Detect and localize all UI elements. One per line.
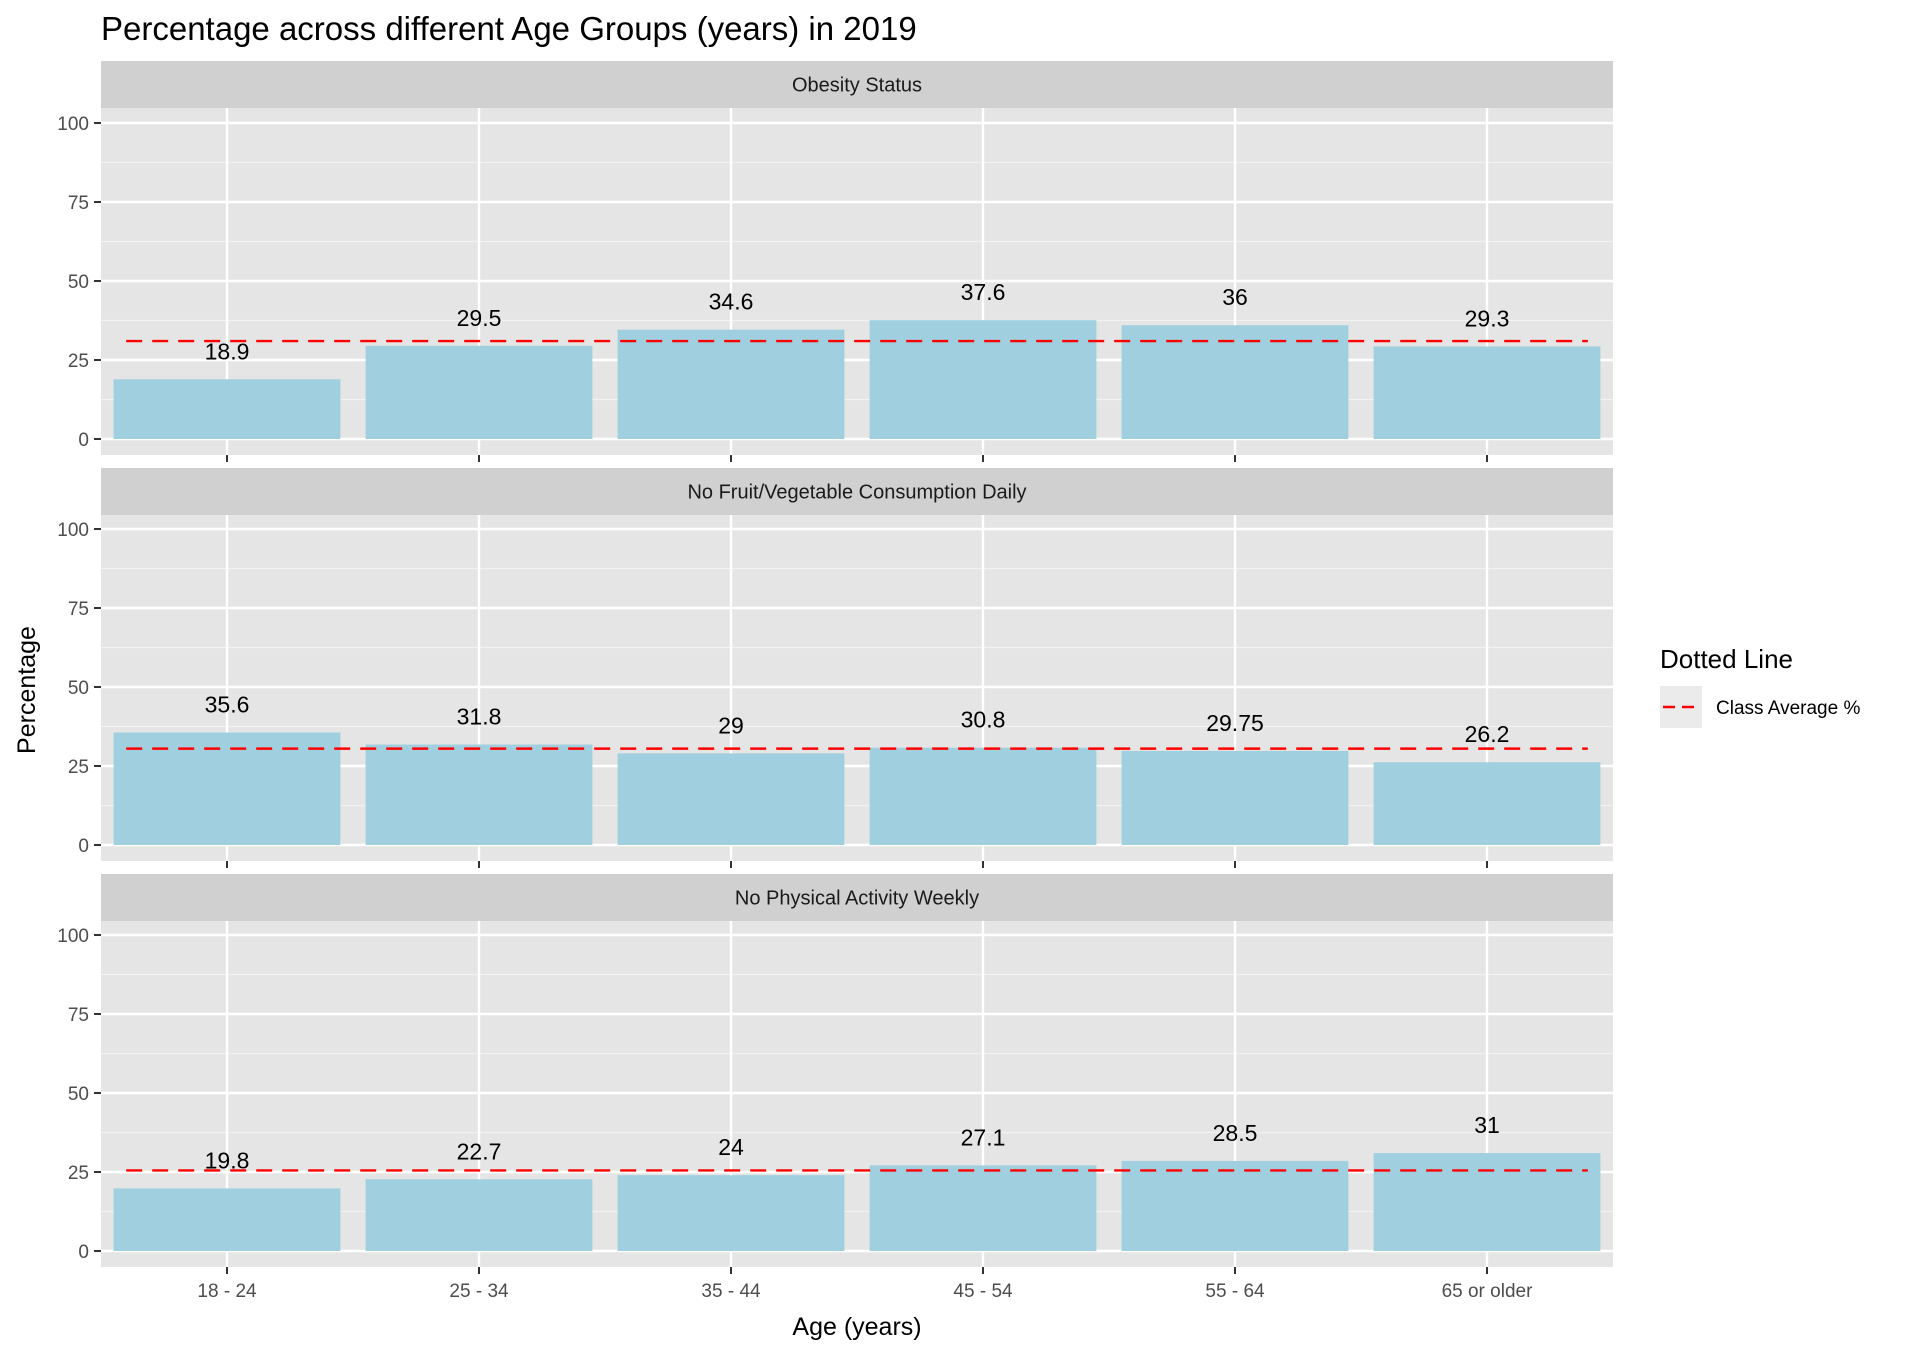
bar-value-label: 29.5 (457, 305, 502, 331)
legend-title: Dotted Line (1660, 644, 1793, 674)
bar (1121, 750, 1349, 845)
bar-value-label: 26.2 (1465, 721, 1510, 747)
bar (365, 345, 593, 439)
x-tick-label: 65 or older (1442, 1281, 1534, 1302)
y-tick-label: 75 (68, 599, 89, 620)
bar-value-label: 31 (1474, 1112, 1500, 1138)
y-tick-label: 50 (68, 678, 89, 699)
bar-value-label: 35.6 (205, 692, 250, 718)
chart-title: Percentage across different Age Groups (… (101, 10, 917, 47)
facet-label: Obesity Status (792, 75, 922, 97)
bar (113, 379, 341, 439)
y-tick-label: 0 (78, 430, 89, 451)
y-tick-label: 25 (68, 1163, 89, 1184)
facet-strip (101, 874, 1613, 921)
bar (869, 1165, 1097, 1251)
bar-value-label: 34.6 (709, 289, 754, 315)
y-tick-label: 50 (68, 1084, 89, 1105)
bar (365, 744, 593, 845)
y-tick-label: 50 (68, 272, 89, 293)
bar-value-label: 37.6 (961, 279, 1006, 305)
bar (617, 1175, 845, 1251)
bar (869, 747, 1097, 845)
facet-label: No Fruit/Vegetable Consumption Daily (687, 482, 1026, 504)
y-tick-label: 75 (68, 193, 89, 214)
bar (1373, 1153, 1601, 1251)
y-tick-label: 100 (57, 926, 89, 947)
x-tick-label: 45 - 54 (953, 1281, 1013, 1302)
facet-label: No Physical Activity Weekly (735, 888, 979, 910)
bar (869, 320, 1097, 439)
y-tick-label: 100 (57, 520, 89, 541)
x-tick-label: 35 - 44 (701, 1281, 761, 1302)
facet-strip (101, 468, 1613, 515)
bar (365, 1179, 593, 1251)
bar-value-label: 19.8 (205, 1147, 250, 1173)
bar-value-label: 30.8 (961, 707, 1006, 733)
bar-value-label: 22.7 (457, 1138, 502, 1164)
bar-value-label: 28.5 (1213, 1120, 1258, 1146)
y-axis-title: Percentage (13, 626, 41, 754)
bar-value-label: 29 (718, 712, 744, 738)
bar-value-label: 24 (718, 1134, 744, 1160)
x-tick-label: 55 - 64 (1205, 1281, 1265, 1302)
y-tick-label: 0 (78, 1242, 89, 1263)
bar (1121, 325, 1349, 439)
bar (617, 329, 845, 439)
x-axis-title: Age (years) (792, 1313, 921, 1341)
legend-item-label: Class Average % (1716, 698, 1860, 719)
bar-value-label: 18.9 (205, 338, 250, 364)
bar-value-label: 29.75 (1206, 710, 1264, 736)
bar (1373, 762, 1601, 845)
x-tick-label: 18 - 24 (197, 1281, 257, 1302)
bar (113, 732, 341, 845)
bar (113, 1188, 341, 1251)
x-tick-label: 25 - 34 (449, 1281, 509, 1302)
y-tick-label: 75 (68, 1005, 89, 1026)
bar-value-label: 36 (1222, 284, 1248, 310)
bar (617, 753, 845, 845)
y-tick-label: 25 (68, 757, 89, 778)
bar-value-label: 27.1 (961, 1124, 1006, 1150)
y-tick-label: 25 (68, 351, 89, 372)
bar (1373, 346, 1601, 439)
bar-value-label: 29.3 (1465, 305, 1510, 331)
bar (1121, 1160, 1349, 1251)
y-tick-label: 0 (78, 836, 89, 857)
bar-value-label: 31.8 (457, 704, 502, 730)
y-tick-label: 100 (57, 114, 89, 135)
facet-strip (101, 61, 1613, 108)
